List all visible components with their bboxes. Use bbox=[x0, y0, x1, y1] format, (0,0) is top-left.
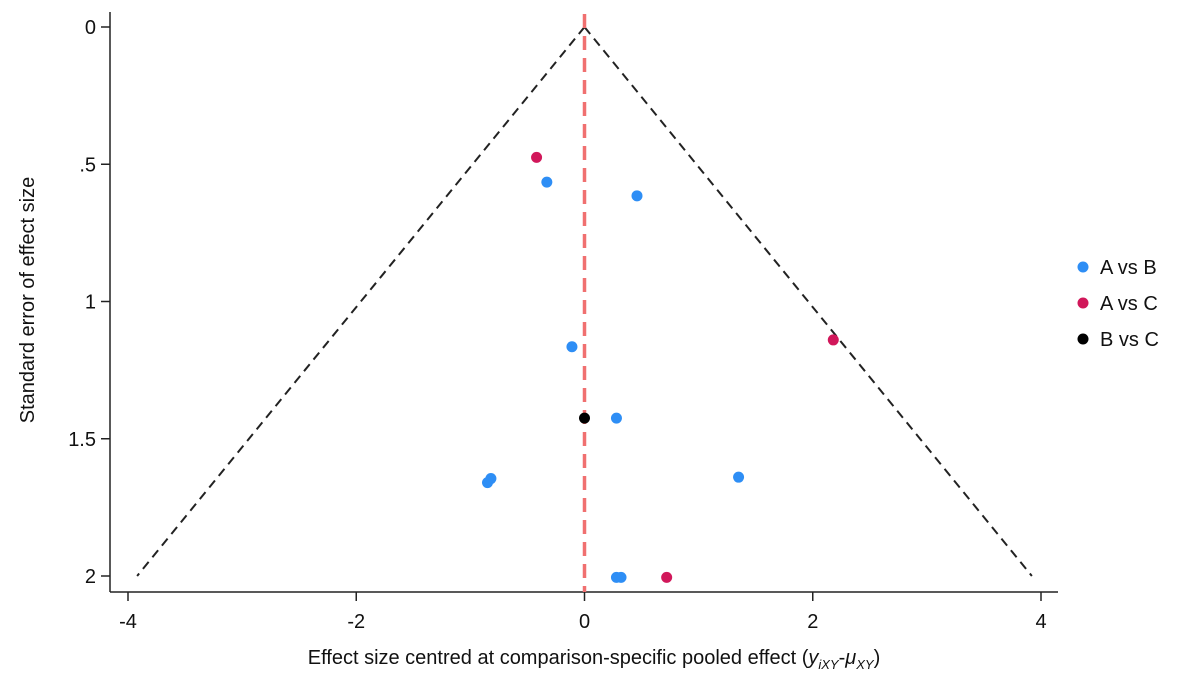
legend-label-a-vs-c: A vs C bbox=[1100, 293, 1158, 315]
y-axis-title: Standard error of effect size bbox=[17, 177, 39, 423]
x-tick-label: -4 bbox=[119, 611, 137, 633]
point-a-vs-b-1 bbox=[541, 176, 553, 188]
point-a-vs-b-4 bbox=[610, 412, 622, 424]
x-tick-label: 2 bbox=[807, 611, 818, 633]
point-a-vs-c-3 bbox=[661, 571, 673, 583]
y-tick-label: .5 bbox=[79, 154, 96, 176]
y-tick-label: 0 bbox=[85, 17, 96, 39]
legend-label-b-vs-c: B vs C bbox=[1100, 329, 1159, 351]
y-tick-label: 1.5 bbox=[68, 429, 96, 451]
point-a-vs-c-1 bbox=[531, 151, 543, 163]
x-axis-title-text: Effect size centred at comparison-specif… bbox=[308, 647, 809, 669]
funnel-left-line bbox=[136, 26, 586, 577]
point-a-vs-b-7 bbox=[733, 471, 745, 483]
x-axis-title-y-sub: iXY bbox=[818, 657, 840, 672]
x-tick-label: -2 bbox=[347, 611, 365, 633]
x-axis-title-mu-sub: XY bbox=[855, 657, 875, 672]
point-a-vs-c-2 bbox=[827, 334, 839, 346]
x-axis-title-dash: - bbox=[839, 647, 846, 669]
point-b-vs-c-1 bbox=[579, 412, 590, 424]
funnel-lines bbox=[136, 26, 1033, 577]
legend-marker-b-vs-c bbox=[1077, 333, 1089, 345]
point-a-vs-b-3 bbox=[566, 341, 578, 353]
x-axis-title-close: ) bbox=[874, 647, 881, 669]
x-axis-title-y: y bbox=[806, 647, 819, 669]
x-axis-title: Effect size centred at comparison-specif… bbox=[308, 647, 881, 672]
point-a-vs-b-9 bbox=[615, 571, 627, 583]
legend-label-a-vs-b: A vs B bbox=[1100, 257, 1157, 279]
legend-marker-a-vs-c bbox=[1077, 297, 1089, 309]
legend-marker-a-vs-b bbox=[1077, 261, 1089, 273]
y-tick-label: 2 bbox=[85, 566, 96, 588]
point-a-vs-b-2 bbox=[631, 190, 643, 202]
data-points bbox=[481, 151, 839, 583]
legend: A vs B A vs C B vs C bbox=[1077, 257, 1159, 351]
x-tick-label: 4 bbox=[1035, 611, 1046, 633]
y-ticks: 0 .5 1 1.5 2 bbox=[68, 17, 110, 588]
y-tick-label: 1 bbox=[85, 292, 96, 314]
x-axis-title-mu: μ bbox=[844, 647, 856, 669]
x-ticks: -4 -2 0 2 4 bbox=[119, 592, 1047, 633]
x-tick-label: 0 bbox=[579, 611, 590, 633]
funnel-right-line bbox=[583, 26, 1033, 577]
point-a-vs-b-6 bbox=[485, 473, 497, 485]
